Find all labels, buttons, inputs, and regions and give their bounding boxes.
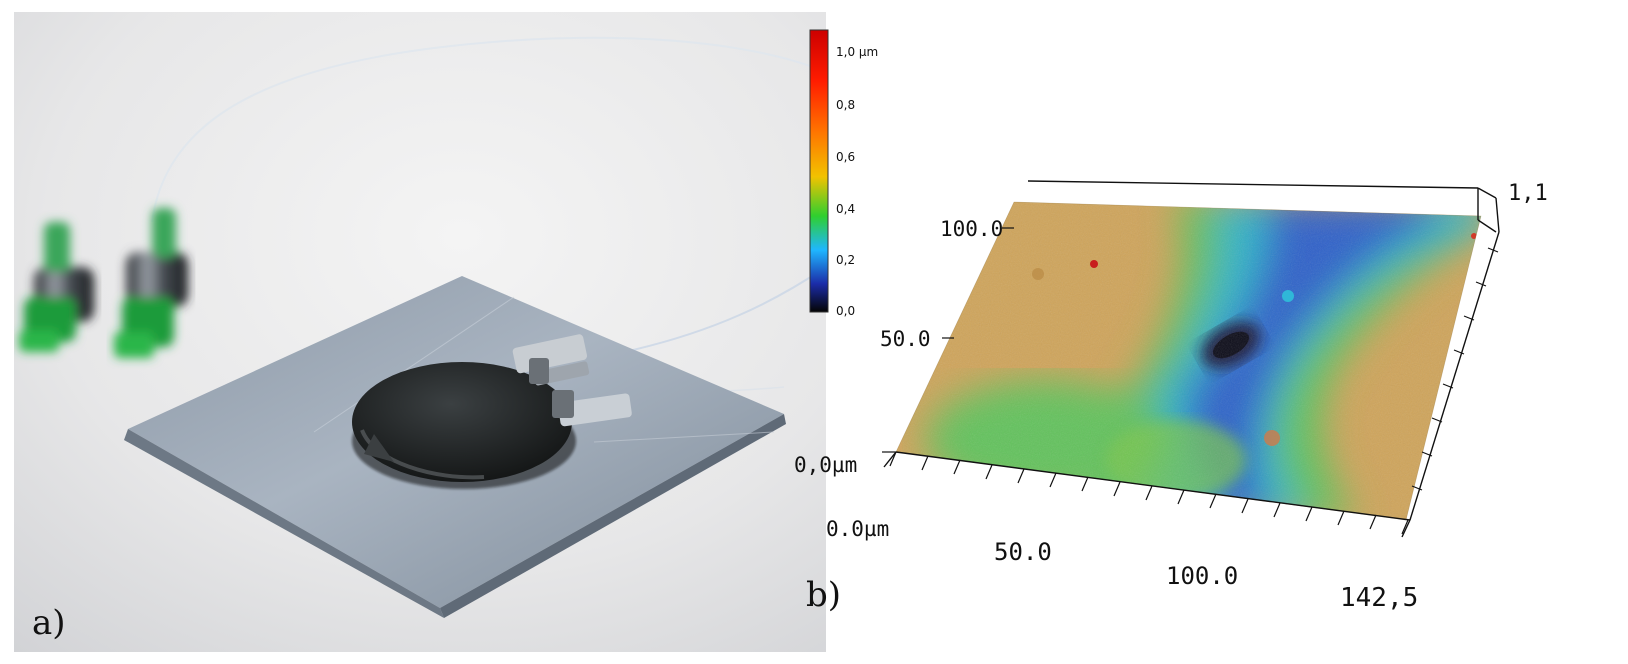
y-axis-ticks — [882, 227, 1014, 453]
colorbar-legend: 1,0 µm 0,8 0,6 0,4 0,2 0,0 — [809, 29, 878, 318]
sensor-photo: a) — [14, 12, 826, 652]
colorbar-tick-1: 1,0 µm — [836, 45, 878, 59]
z-axis-ticks — [1411, 247, 1499, 491]
colorbar-tick-0-0: 0,0 — [836, 304, 855, 318]
sensor-disk — [352, 362, 572, 482]
photo-panel: a) — [14, 12, 826, 652]
colorbar-tick-0-4: 0,4 — [836, 202, 855, 216]
surface-plot-panel — [836, 20, 1626, 660]
fiber-connector-right — [114, 208, 188, 358]
fiber-connector-left — [19, 222, 94, 352]
colorbar-tick-0-2: 0,2 — [836, 253, 855, 267]
surface-mesh — [895, 201, 1482, 521]
fiber-ferrules — [512, 334, 632, 427]
axes-frame — [883, 180, 1500, 538]
x-axis-ticks — [889, 451, 1409, 535]
colorbar-tick-0-6: 0,6 — [836, 150, 855, 164]
colorbar-tick-0-8: 0,8 — [836, 98, 855, 112]
panel-a-label: a) — [32, 603, 66, 643]
surface-plot — [882, 180, 1500, 538]
